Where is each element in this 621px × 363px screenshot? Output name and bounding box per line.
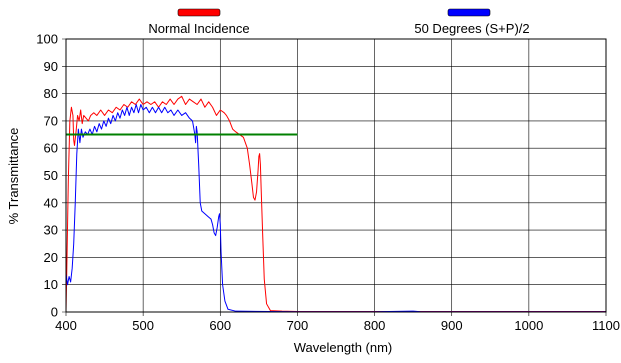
x-tick-label-700: 700: [287, 318, 309, 333]
x-tick-labels: 400 500 600 700 800 900 1000 1100: [55, 318, 620, 333]
gridlines: [62, 38, 607, 316]
y-tick-label-10: 10: [44, 277, 58, 292]
y-tick-label-0: 0: [51, 305, 58, 320]
x-tick-label-900: 900: [441, 318, 463, 333]
x-tick-label-1100: 1100: [592, 318, 620, 333]
y-tick-label-60: 60: [44, 141, 58, 156]
legend-swatch-normal-incidence: [177, 8, 221, 17]
x-tick-label-400: 400: [55, 318, 77, 333]
legend-swatch-50-degrees: [447, 8, 491, 17]
y-tick-label-100: 100: [36, 32, 58, 47]
legend-label-normal-incidence: Normal Incidence: [148, 21, 249, 36]
series-lines: [65, 95, 606, 313]
x-tick-label-600: 600: [209, 318, 231, 333]
series-line-normal-incidence: [65, 95, 606, 313]
x-axis-label: Wavelength (nm): [294, 340, 393, 355]
y-tick-labels: 0 10 20 30 40 50 60 70 80 90 100: [36, 32, 58, 320]
series-line-50-degrees-s-p-2: [65, 104, 606, 313]
y-tick-label-50: 50: [44, 168, 58, 183]
legend: Normal Incidence 50 Degrees (S+P)/2: [148, 8, 530, 36]
y-tick-label-80: 80: [44, 86, 58, 101]
y-tick-label-40: 40: [44, 195, 58, 210]
x-tick-label-500: 500: [132, 318, 154, 333]
y-tick-label-20: 20: [44, 250, 58, 265]
y-tick-label-30: 30: [44, 223, 58, 238]
legend-label-50-degrees: 50 Degrees (S+P)/2: [414, 21, 529, 36]
y-tick-label-90: 90: [44, 59, 58, 74]
plot-area-frame: [65, 38, 607, 313]
y-axis-label: % Transmittance: [6, 128, 21, 225]
x-tick-label-1000: 1000: [514, 318, 543, 333]
x-tick-label-800: 800: [364, 318, 386, 333]
y-tick-label-70: 70: [44, 113, 58, 128]
